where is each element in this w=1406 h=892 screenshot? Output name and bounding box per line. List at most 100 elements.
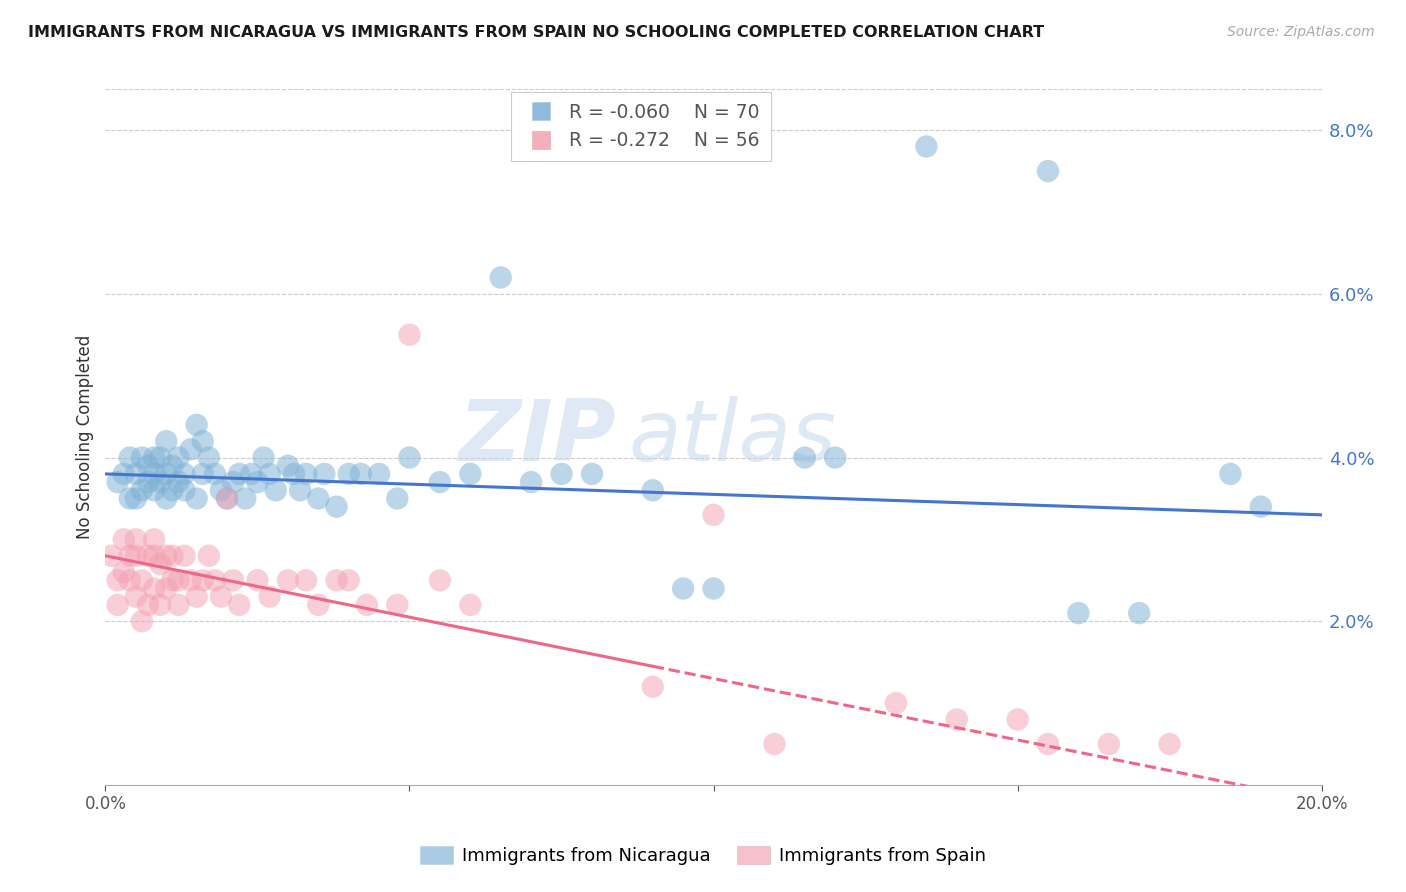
Point: [307, 598, 329, 612]
Text: IMMIGRANTS FROM NICARAGUA VS IMMIGRANTS FROM SPAIN NO SCHOOLING COMPLETED CORREL: IMMIGRANTS FROM NICARAGUA VS IMMIGRANTS …: [28, 25, 1045, 40]
Point: [824, 450, 846, 465]
Point: [222, 574, 245, 588]
Point: [149, 475, 172, 489]
Point: [356, 598, 378, 612]
Point: [228, 598, 250, 612]
Point: [162, 458, 184, 473]
Point: [186, 491, 208, 506]
Point: [1250, 500, 1272, 514]
Point: [259, 467, 281, 481]
Point: [283, 467, 305, 481]
Point: [173, 467, 195, 481]
Point: [641, 483, 664, 498]
Point: [107, 574, 129, 588]
Text: atlas: atlas: [628, 395, 837, 479]
Point: [763, 737, 786, 751]
Point: [1128, 606, 1150, 620]
Point: [191, 434, 214, 449]
Point: [112, 467, 135, 481]
Point: [167, 475, 190, 489]
Point: [793, 450, 815, 465]
Point: [136, 458, 159, 473]
Point: [180, 442, 202, 457]
Point: [325, 574, 347, 588]
Point: [387, 598, 409, 612]
Point: [314, 467, 336, 481]
Point: [186, 417, 208, 432]
Point: [1159, 737, 1181, 751]
Point: [191, 467, 214, 481]
Point: [246, 574, 269, 588]
Point: [398, 450, 420, 465]
Point: [246, 475, 269, 489]
Point: [167, 598, 190, 612]
Point: [155, 434, 177, 449]
Point: [240, 467, 263, 481]
Point: [209, 483, 232, 498]
Point: [131, 450, 153, 465]
Point: [167, 574, 190, 588]
Point: [350, 467, 373, 481]
Point: [155, 549, 177, 563]
Point: [118, 549, 141, 563]
Point: [259, 590, 281, 604]
Point: [100, 549, 122, 563]
Point: [149, 557, 172, 571]
Point: [915, 139, 938, 153]
Point: [125, 467, 148, 481]
Point: [107, 598, 129, 612]
Point: [1067, 606, 1090, 620]
Point: [131, 614, 153, 628]
Point: [118, 450, 141, 465]
Point: [288, 483, 311, 498]
Point: [1007, 713, 1029, 727]
Point: [143, 483, 166, 498]
Point: [1036, 164, 1059, 178]
Point: [277, 574, 299, 588]
Point: [173, 549, 195, 563]
Point: [155, 582, 177, 596]
Point: [702, 508, 725, 522]
Point: [162, 574, 184, 588]
Point: [368, 467, 391, 481]
Point: [702, 582, 725, 596]
Point: [325, 500, 347, 514]
Point: [458, 467, 481, 481]
Point: [672, 582, 695, 596]
Point: [143, 533, 166, 547]
Point: [233, 491, 256, 506]
Point: [149, 450, 172, 465]
Point: [520, 475, 543, 489]
Point: [217, 491, 239, 506]
Point: [204, 574, 226, 588]
Point: [489, 270, 512, 285]
Point: [125, 549, 148, 563]
Point: [945, 713, 967, 727]
Point: [155, 491, 177, 506]
Point: [295, 574, 318, 588]
Text: Source: ZipAtlas.com: Source: ZipAtlas.com: [1227, 25, 1375, 39]
Point: [252, 450, 274, 465]
Point: [198, 549, 221, 563]
Point: [131, 483, 153, 498]
Point: [1036, 737, 1059, 751]
Point: [198, 450, 221, 465]
Point: [162, 483, 184, 498]
Point: [264, 483, 287, 498]
Point: [277, 458, 299, 473]
Point: [131, 574, 153, 588]
Point: [307, 491, 329, 506]
Point: [125, 533, 148, 547]
Point: [550, 467, 572, 481]
Point: [112, 533, 135, 547]
Point: [143, 582, 166, 596]
Point: [107, 475, 129, 489]
Point: [186, 590, 208, 604]
Point: [228, 467, 250, 481]
Point: [295, 467, 318, 481]
Point: [884, 696, 907, 710]
Point: [337, 574, 360, 588]
Point: [136, 549, 159, 563]
Point: [398, 327, 420, 342]
Point: [143, 549, 166, 563]
